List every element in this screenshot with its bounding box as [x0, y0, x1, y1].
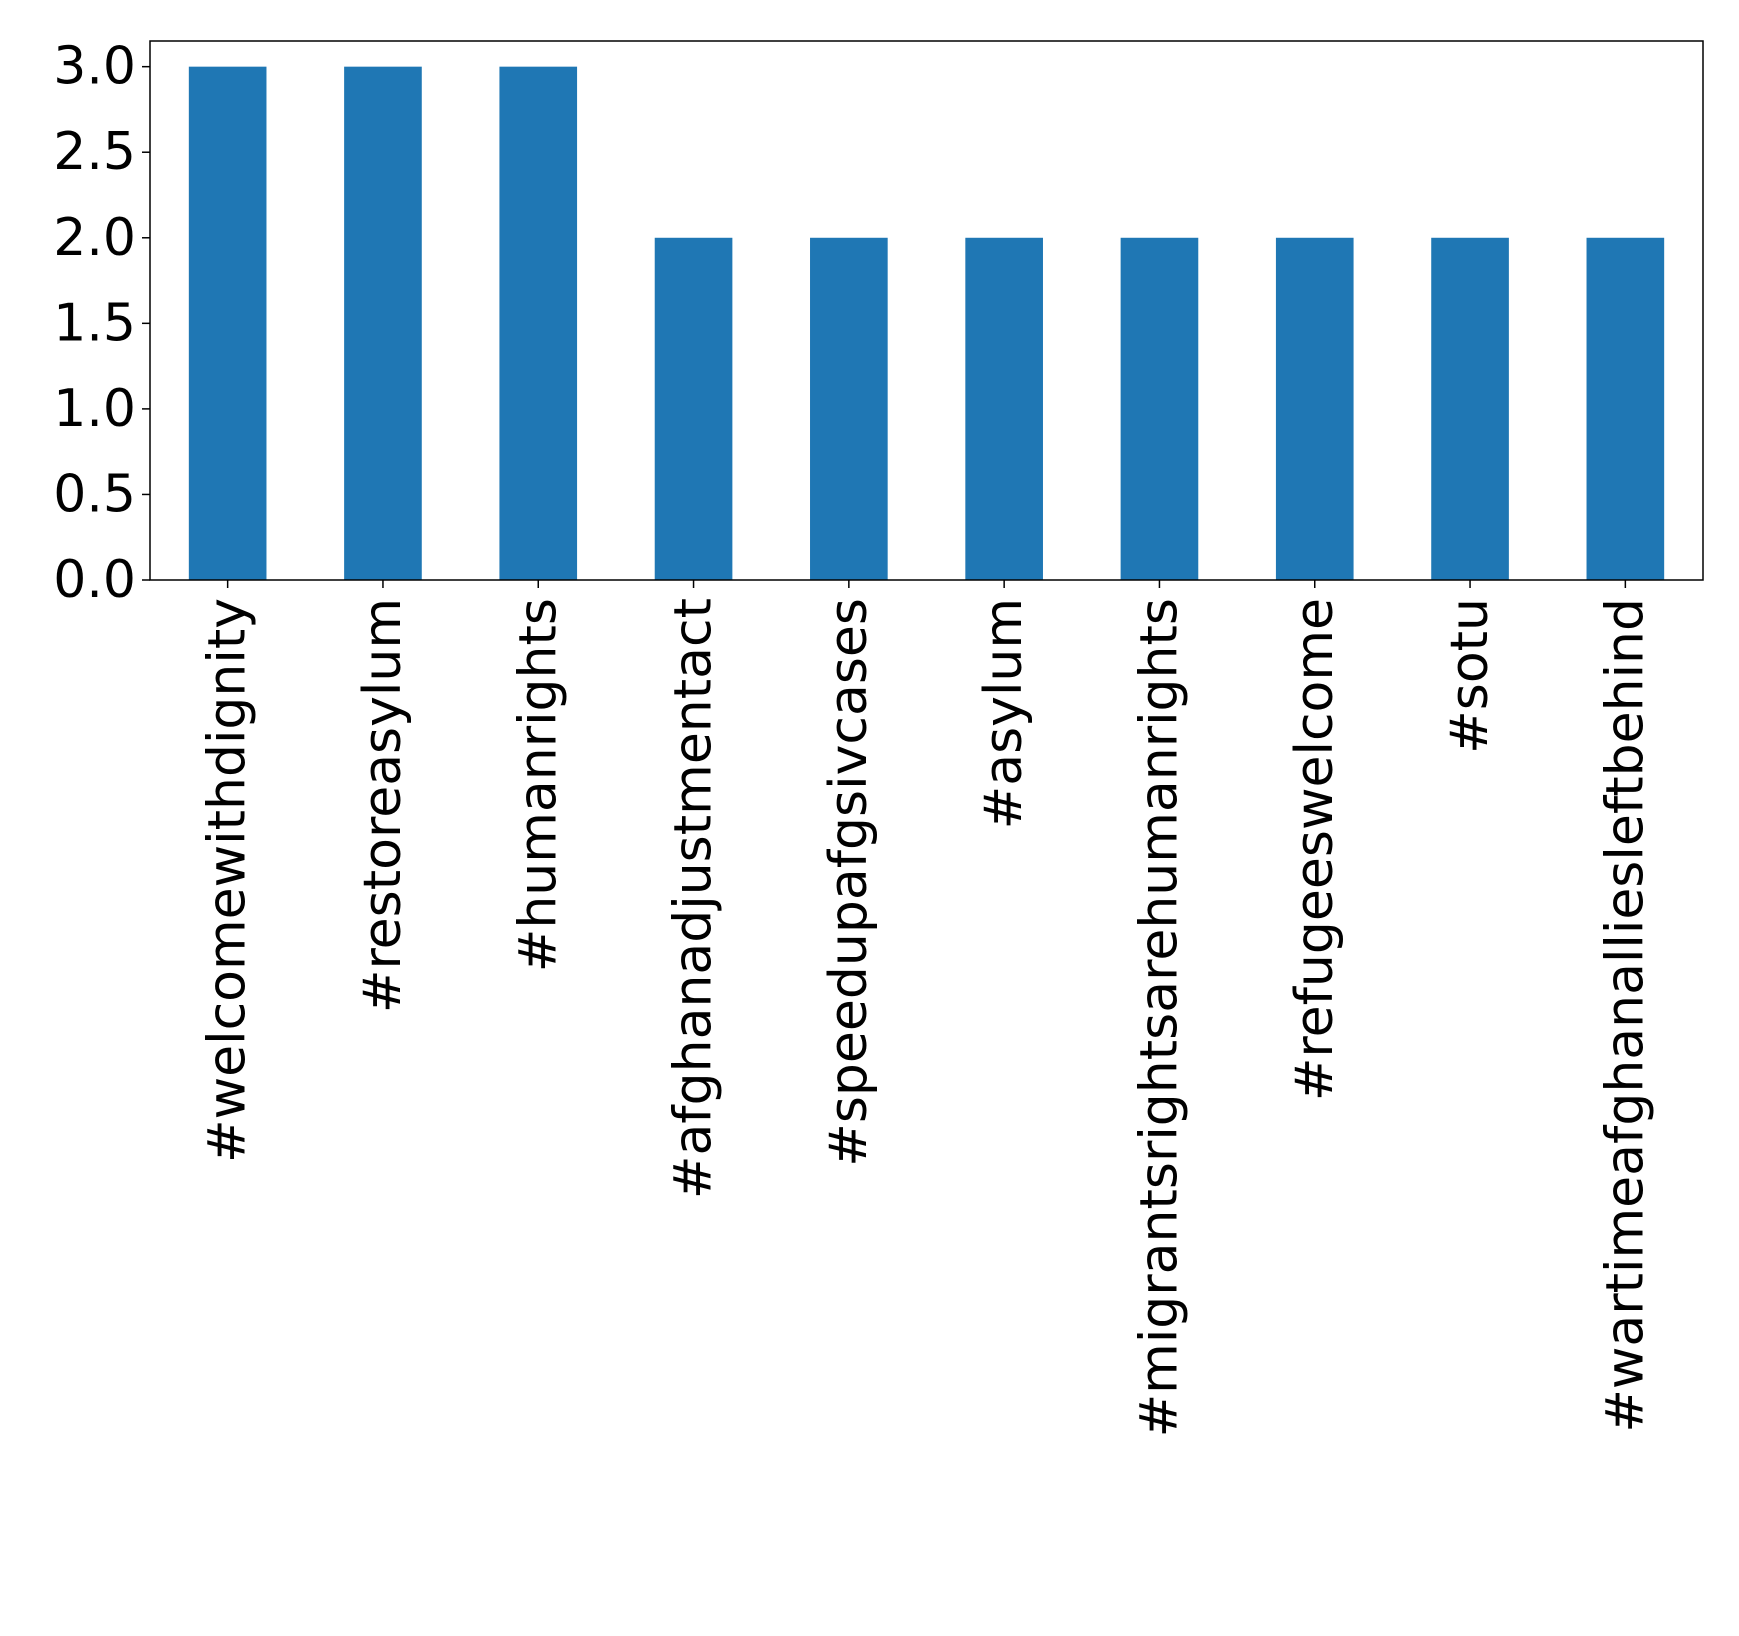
bars-group [188, 66, 1665, 580]
x-tick-label: #asylum [974, 598, 1034, 829]
bar [654, 237, 733, 580]
x-tick-label: #restoreasylum [353, 598, 413, 1013]
bar [499, 66, 578, 580]
x-tick-label: #sotu [1440, 598, 1500, 754]
bar [1120, 237, 1199, 580]
x-tick-label: #humanrights [508, 598, 568, 972]
y-tick-label: 3.0 [53, 37, 136, 97]
bar [1275, 237, 1354, 580]
y-axis: 0.0 0.5 1.0 1.5 2.0 2.5 3.0 [53, 37, 150, 610]
y-tick-label: 1.5 [53, 293, 136, 353]
bar [188, 66, 267, 580]
y-tick-label: 0.5 [53, 464, 136, 524]
y-tick-label: 2.0 [53, 208, 136, 268]
bar [344, 66, 422, 580]
bar [1586, 237, 1665, 580]
bar [965, 237, 1043, 580]
bar [1431, 237, 1509, 580]
x-tick-label: #speedupafgsivcases [819, 598, 879, 1167]
x-tick-label: #migrantsrightsarehumanrights [1129, 598, 1189, 1437]
plot-frame [149, 40, 1704, 581]
y-tick-label: 2.5 [53, 122, 136, 182]
x-tick-label: #afghanadjustmentact [664, 598, 724, 1199]
x-axis: #welcomewithdignity #restoreasylum #humanr… [198, 580, 1655, 1437]
y-tick-label: 1.0 [53, 379, 136, 439]
x-tick-label: #refugeeswelcome [1285, 598, 1345, 1101]
x-tick-label: #wartimeafghanalliesleftbehind [1595, 598, 1655, 1433]
x-tick-label: #welcomewithdignity [198, 598, 258, 1163]
y-tick-label: 0.0 [53, 550, 136, 610]
bar [810, 237, 888, 580]
